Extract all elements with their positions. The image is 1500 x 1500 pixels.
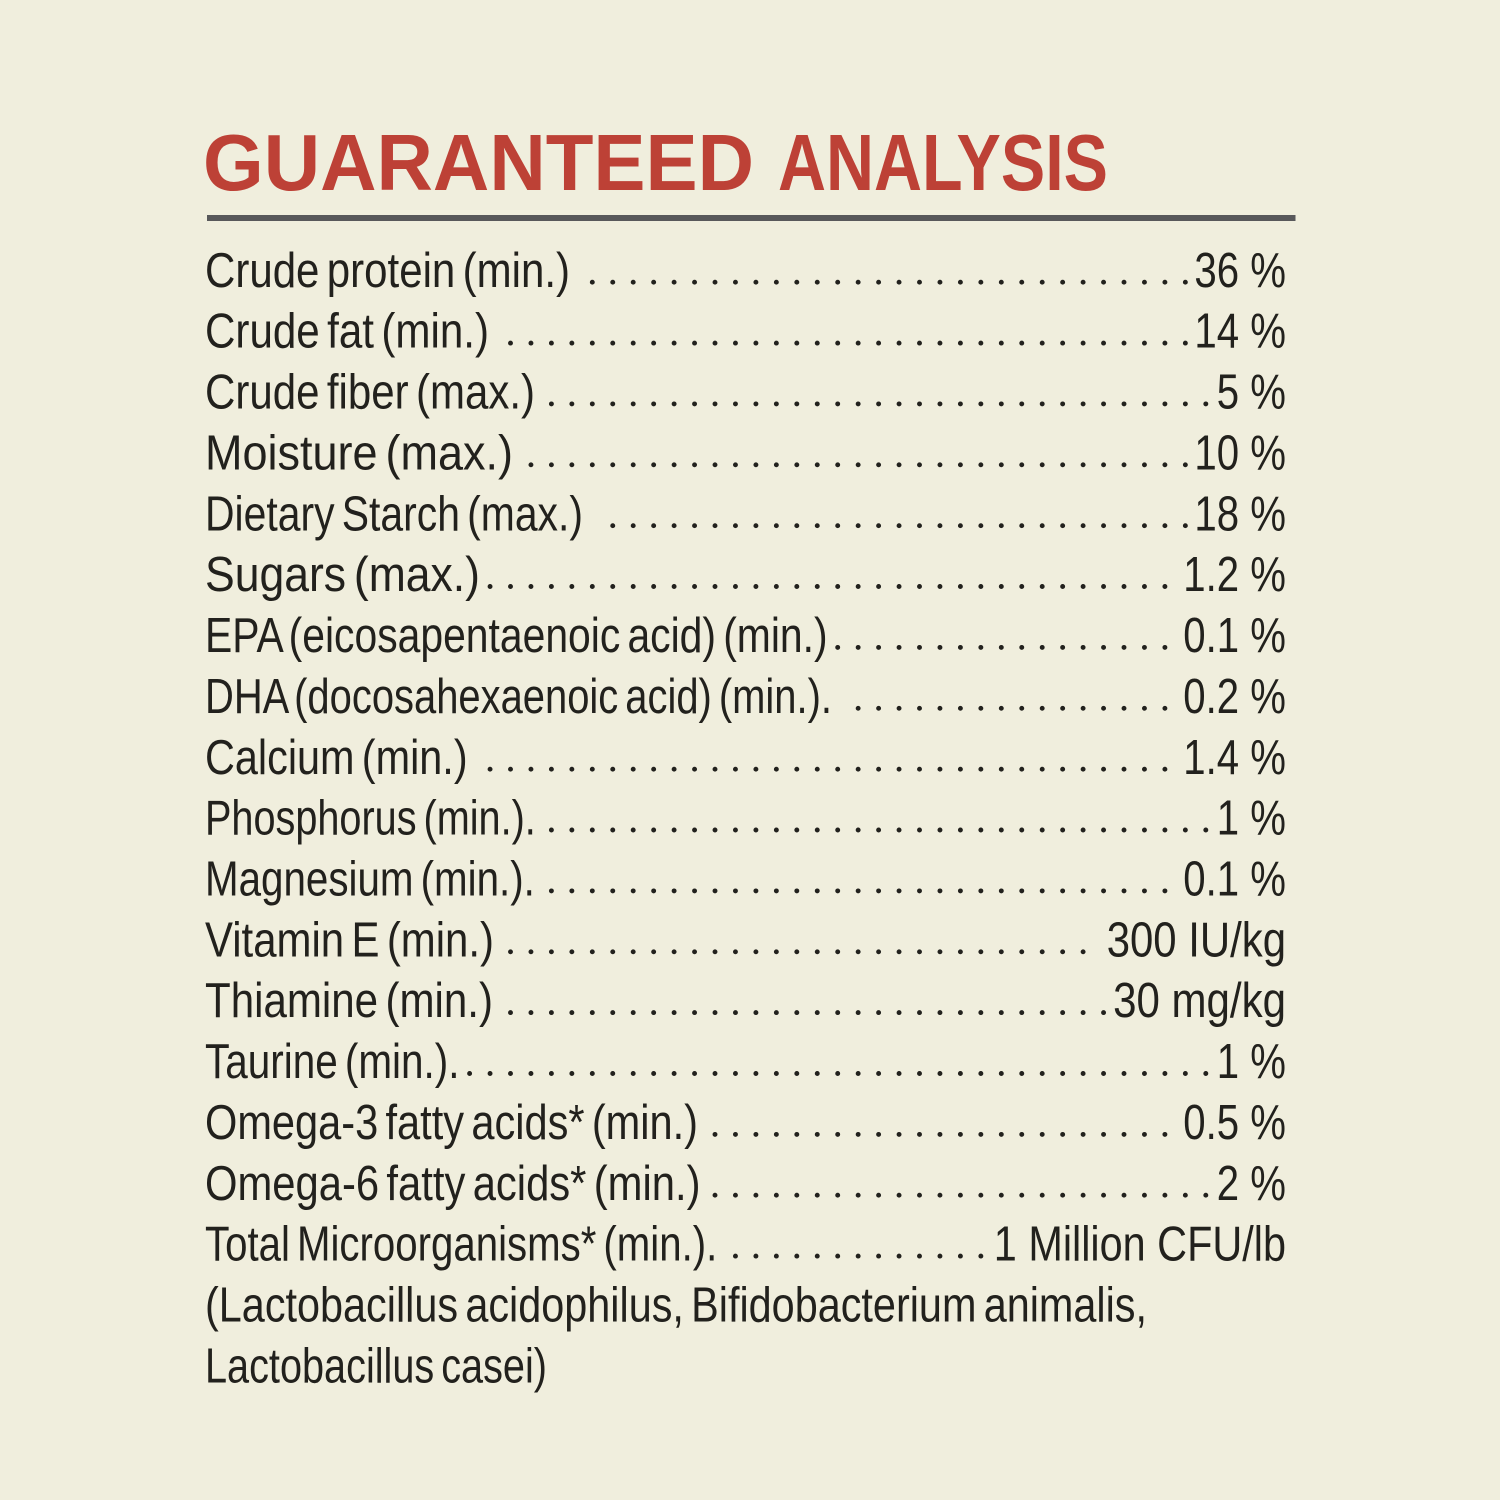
svg-text:1.4 %: 1.4 %: [1183, 731, 1286, 785]
svg-text:10 %: 10 %: [1194, 426, 1286, 480]
svg-text:Omega-3 fatty acids* (min.): Omega-3 fatty acids* (min.): [205, 1096, 698, 1150]
svg-text:1 %: 1 %: [1217, 792, 1286, 846]
svg-text:Crude protein (min.): Crude protein (min.): [205, 244, 570, 298]
svg-text:Calcium (min.): Calcium (min.): [205, 731, 468, 785]
svg-text:5 %: 5 %: [1217, 366, 1286, 420]
svg-text:0.5 %: 0.5 %: [1183, 1096, 1286, 1150]
svg-text:Crude fiber (max.): Crude fiber (max.): [205, 366, 535, 420]
svg-text:0.1 %: 0.1 %: [1183, 853, 1286, 907]
svg-text:2 %: 2 %: [1217, 1157, 1286, 1211]
svg-text:30 mg/kg: 30 mg/kg: [1113, 974, 1286, 1028]
svg-text:Omega-6 fatty acids* (min.): Omega-6 fatty acids* (min.): [205, 1157, 701, 1211]
svg-text:Dietary Starch (max.): Dietary Starch (max.): [205, 487, 583, 541]
svg-text:Thiamine (min.): Thiamine (min.): [205, 974, 493, 1028]
svg-text:Total Microorganisms* (min.).: Total Microorganisms* (min.).: [205, 1218, 717, 1272]
svg-text:36 %: 36 %: [1194, 244, 1286, 298]
svg-text:0.2 %: 0.2 %: [1183, 670, 1286, 724]
svg-text:Sugars (max.): Sugars (max.): [205, 548, 480, 602]
svg-text:14 %: 14 %: [1194, 305, 1286, 359]
svg-text:Lactobacillus casei): Lactobacillus casei): [205, 1340, 547, 1394]
svg-text:Magnesium (min.).: Magnesium (min.).: [205, 853, 535, 907]
svg-text:(Lactobacillus acidophilus, Bi: (Lactobacillus acidophilus, Bifidobacter…: [205, 1279, 1147, 1333]
svg-text:Crude fat (min.): Crude fat (min.): [205, 305, 489, 359]
svg-text:Taurine (min.).: Taurine (min.).: [205, 1035, 460, 1089]
svg-text:Vitamin E (min.): Vitamin E (min.): [205, 913, 494, 967]
svg-text:Moisture (max.): Moisture (max.): [205, 426, 513, 480]
svg-text:Phosphorus (min.).: Phosphorus (min.).: [205, 792, 536, 846]
svg-text:300 IU/kg: 300 IU/kg: [1107, 913, 1286, 967]
svg-text:1.2 %: 1.2 %: [1183, 548, 1286, 602]
svg-text:EPA (eicosapentaenoic acid) (m: EPA (eicosapentaenoic acid) (min.): [205, 609, 828, 663]
svg-text:1 %: 1 %: [1217, 1035, 1286, 1089]
svg-text:18 %: 18 %: [1194, 487, 1286, 541]
svg-text:GUARANTEED: GUARANTEED: [203, 118, 754, 207]
svg-text:DHA (docosahexaenoic acid) (mi: DHA (docosahexaenoic acid) (min.).: [205, 670, 832, 724]
svg-text:0.1 %: 0.1 %: [1183, 609, 1286, 663]
svg-text:1 Million CFU/lb: 1 Million CFU/lb: [994, 1218, 1286, 1272]
svg-text:ANALYSIS: ANALYSIS: [778, 118, 1108, 207]
